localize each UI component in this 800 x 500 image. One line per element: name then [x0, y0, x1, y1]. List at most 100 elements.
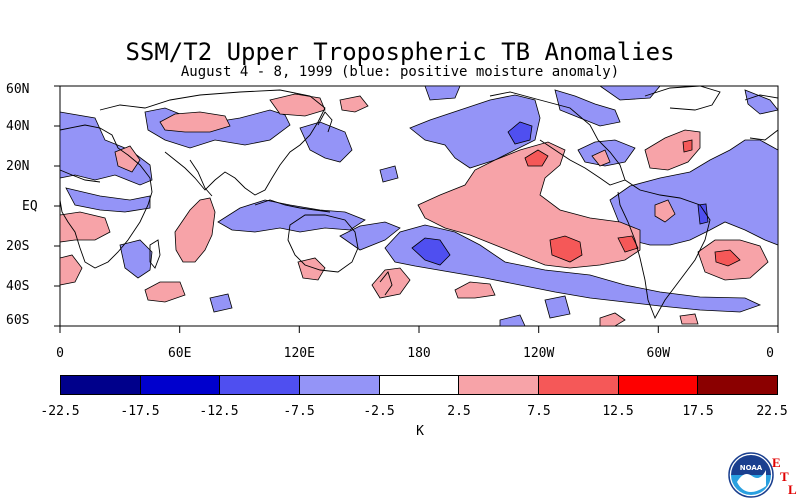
colorbar-swatch: [61, 376, 141, 394]
anomaly-region: [417, 141, 641, 269]
anomaly-core: [524, 149, 549, 167]
lon-label: 60E: [167, 346, 192, 361]
coastline-japan: [317, 111, 333, 133]
colorbar-label: -12.5: [199, 404, 239, 419]
anomaly-region: [59, 211, 111, 243]
coastline-new-zealand: [379, 271, 393, 296]
colorbar-swatch: [140, 376, 221, 394]
coastline-madagascar: [149, 239, 161, 269]
colorbar-swatch: [698, 376, 778, 394]
logo-letter-e: E: [772, 455, 781, 470]
lat-label: 60N: [6, 82, 30, 97]
lat-label: 60S: [6, 313, 30, 328]
anomaly-core: [697, 203, 709, 225]
coastline-india: [189, 159, 213, 197]
lat-label: 20N: [6, 159, 30, 174]
anomaly-region: [209, 293, 233, 313]
colorbar-swatch: [379, 376, 460, 394]
coastline-indonesia: [254, 199, 331, 213]
coastline-greenland: [644, 85, 721, 111]
colorbar-swatch: [459, 376, 540, 394]
colorbar-swatch: [220, 376, 301, 394]
lon-label: 0: [56, 346, 64, 361]
noaa-logo: NOAA: [728, 452, 774, 498]
map-subtitle: August 4 - 8, 1999 (blue: positive moist…: [180, 64, 620, 80]
coastline-africa-north: [59, 169, 101, 183]
anomaly-core: [549, 235, 583, 263]
colorbar-label: 2.5: [447, 404, 471, 419]
lat-label: 20S: [6, 239, 30, 254]
colorbar-label: 22.5: [756, 404, 788, 419]
anomaly-region: [544, 295, 571, 319]
anomaly-region: [598, 85, 661, 101]
anomaly-region: [599, 312, 626, 327]
colorbar-label: -2.5: [363, 404, 395, 419]
map-title: SSM/T2 Upper Tropospheric TB Anomalies: [125, 38, 675, 66]
anomaly-region: [59, 254, 83, 286]
anomaly-region: [379, 165, 399, 183]
anomaly-core: [682, 139, 693, 153]
anomaly-region: [144, 281, 186, 303]
anomaly-region: [644, 129, 701, 171]
lon-label: 0: [766, 346, 774, 361]
axis-ticks: [54, 85, 779, 333]
anomaly-core: [507, 121, 533, 145]
anomaly-region: [554, 89, 621, 127]
anomaly-region: [299, 121, 353, 163]
lon-label: 60W: [646, 346, 671, 361]
logo-letter-t: T: [780, 469, 789, 484]
anomaly-region: [679, 313, 699, 325]
anomaly-region: [119, 239, 153, 279]
anomaly-region: [159, 111, 231, 133]
lon-label: 120W: [523, 346, 555, 361]
anomaly-core: [411, 237, 451, 266]
coastline-eurasia: [99, 89, 326, 196]
anomaly-region: [591, 149, 611, 167]
coastlines: [59, 85, 779, 320]
anomaly-region: [339, 221, 401, 251]
colorbar: [60, 375, 778, 395]
colorbar-label: 12.5: [602, 404, 634, 419]
anomaly-region: [65, 187, 151, 213]
colorbar-label: 17.5: [682, 404, 714, 419]
anomaly-region: [609, 139, 779, 246]
logo-letter-l: L: [788, 482, 797, 497]
anomaly-region: [217, 199, 366, 233]
colorbar-label: -7.5: [283, 404, 315, 419]
strong-dry-anomalies: [524, 139, 741, 267]
lat-label: EQ: [22, 199, 38, 214]
lat-label: 40N: [6, 119, 30, 134]
lon-label: 180: [407, 346, 431, 361]
colorbar-unit: K: [416, 424, 424, 439]
anomaly-core: [714, 249, 741, 267]
colorbar-swatch: [618, 376, 699, 394]
lat-label: 40S: [6, 279, 30, 294]
anomaly-region: [174, 197, 216, 263]
anomaly-region: [454, 281, 496, 299]
anomaly-region: [499, 314, 526, 327]
coastline-south-america: [617, 179, 711, 320]
logo-text: NOAA: [740, 464, 763, 472]
anomaly-region: [269, 93, 326, 117]
colorbar-label: 7.5: [527, 404, 551, 419]
strong-moisture-anomalies: [411, 121, 709, 266]
anomaly-region: [297, 257, 326, 281]
anomaly-region: [339, 95, 369, 113]
lon-label: 120E: [283, 346, 315, 361]
anomaly-region: [744, 89, 779, 115]
coastline-australia: [287, 214, 359, 273]
coastline-europe-west: [744, 94, 779, 141]
anomaly-region: [114, 145, 141, 173]
colorbar-label: -17.5: [120, 404, 160, 419]
colorbar-swatch: [539, 376, 619, 394]
colorbar-label: -22.5: [40, 404, 80, 419]
coastline-africa: [59, 124, 153, 269]
anomaly-region: [409, 94, 541, 169]
anomaly-region: [384, 224, 762, 313]
colorbar-swatch: [300, 376, 380, 394]
coastline-north-america: [489, 91, 626, 186]
anomaly-region: [654, 199, 676, 223]
anomaly-region: [424, 85, 461, 101]
anomaly-core: [617, 235, 639, 253]
